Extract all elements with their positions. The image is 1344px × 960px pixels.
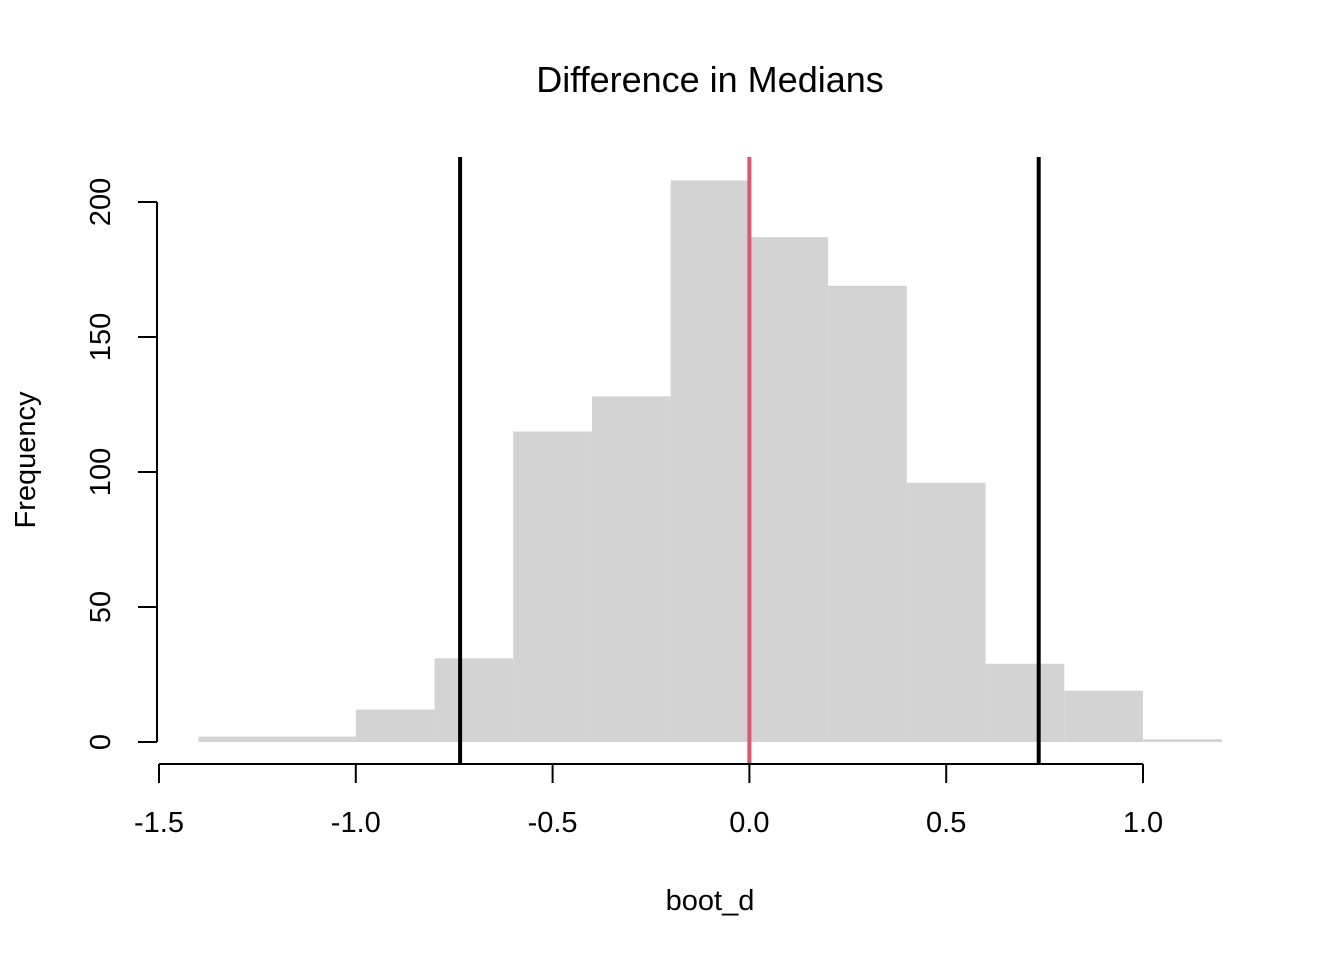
- y-tick-label: 200: [85, 178, 117, 226]
- histogram-bars: [198, 180, 1222, 742]
- y-tick-label: 50: [85, 591, 117, 623]
- histogram-bar: [277, 736, 356, 742]
- y-tick-label: 0: [85, 734, 117, 750]
- x-axis-label: boot_d: [666, 885, 755, 917]
- histogram-bar: [513, 431, 592, 742]
- y-axis-label: Frequency: [10, 391, 42, 529]
- histogram-bar: [198, 736, 278, 742]
- x-axis: -1.5 -1.0 -0.5 0.0 0.5 1.0: [134, 763, 1163, 839]
- histogram-bar: [434, 658, 514, 742]
- histogram-bar: [906, 482, 986, 742]
- vertical-reference-lines: [458, 157, 1041, 763]
- x-tick-label: 1.0: [1123, 807, 1163, 839]
- histogram-bar: [749, 237, 829, 742]
- histogram-bar: [355, 709, 435, 742]
- histogram-bar: [670, 180, 750, 742]
- y-tick-label: 150: [85, 313, 117, 361]
- x-tick-label: 0.5: [926, 807, 966, 839]
- histogram-bar: [828, 285, 907, 742]
- y-tick-label: 100: [85, 448, 117, 496]
- histogram-bar: [985, 663, 1065, 742]
- x-tick-label: 0.0: [729, 807, 769, 839]
- x-tick-label: -1.5: [134, 807, 184, 839]
- y-axis: 0 50 100 150 200: [85, 178, 158, 750]
- histogram-bar: [1143, 739, 1222, 742]
- histogram-bar: [591, 396, 671, 742]
- x-tick-label: -1.0: [331, 807, 381, 839]
- x-tick-label: -0.5: [528, 807, 578, 839]
- chart-title: Difference in Medians: [536, 59, 884, 100]
- histogram-bar: [1064, 690, 1143, 742]
